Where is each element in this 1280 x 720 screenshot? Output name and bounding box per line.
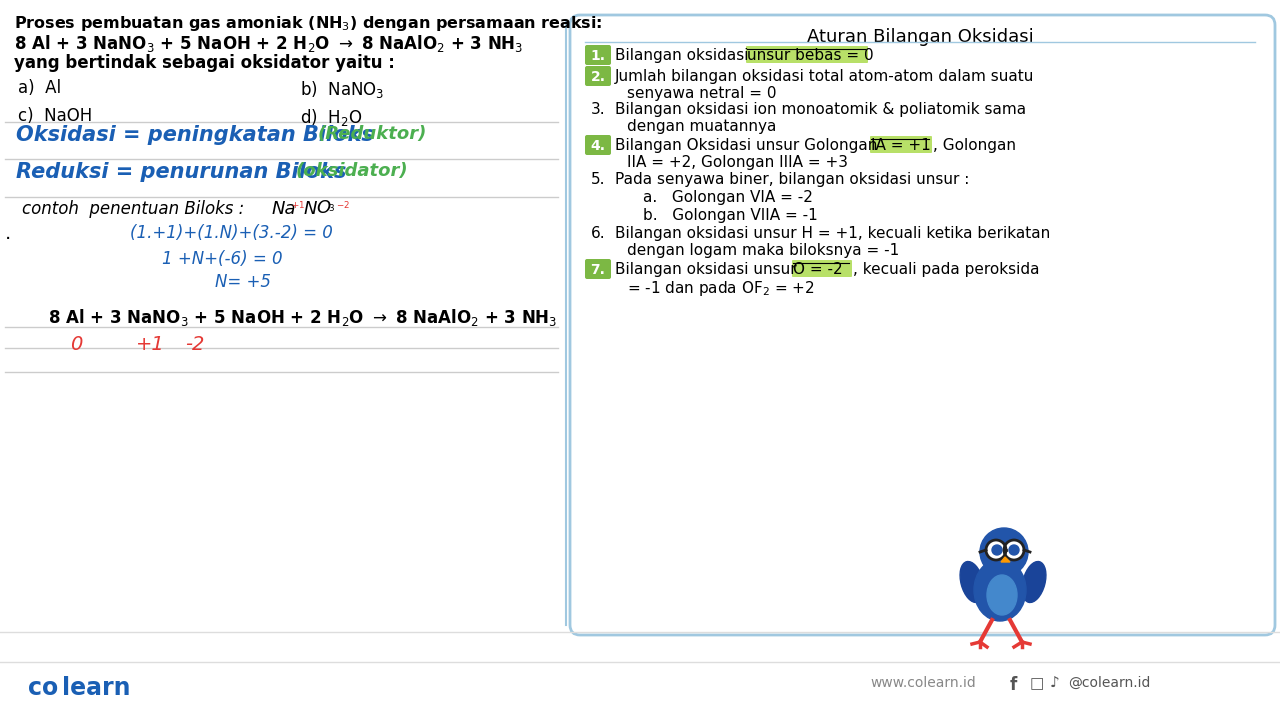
Text: N: N: [305, 200, 317, 218]
Text: learn: learn: [61, 676, 131, 700]
Circle shape: [1009, 545, 1019, 555]
Text: Bilangan oksidasi unsur H = +1, kecuali ketika berikatan: Bilangan oksidasi unsur H = +1, kecuali …: [614, 226, 1051, 241]
Text: b.   Golongan VIIA = -1: b. Golongan VIIA = -1: [643, 208, 818, 223]
Circle shape: [980, 528, 1028, 576]
Text: Aturan Bilangan Oksidasi: Aturan Bilangan Oksidasi: [806, 28, 1033, 46]
Circle shape: [992, 545, 1002, 555]
Text: c)  NaOH: c) NaOH: [18, 107, 92, 125]
Text: f: f: [1010, 676, 1018, 694]
Text: , kecuali pada peroksida: , kecuali pada peroksida: [852, 262, 1039, 277]
Text: 2.: 2.: [590, 70, 605, 84]
Ellipse shape: [987, 575, 1018, 615]
Text: +1: +1: [136, 335, 165, 354]
Text: Jumlah bilangan oksidasi total atom-atom dalam suatu: Jumlah bilangan oksidasi total atom-atom…: [614, 69, 1034, 84]
Text: a.   Golongan VIA = -2: a. Golongan VIA = -2: [643, 190, 813, 205]
Ellipse shape: [1021, 562, 1046, 603]
Text: @colearn.id: @colearn.id: [1068, 676, 1151, 690]
Text: b)  NaNO$_3$: b) NaNO$_3$: [300, 79, 384, 100]
Text: co: co: [28, 676, 59, 700]
Text: O = -2: O = -2: [794, 262, 842, 277]
Text: a)  Al: a) Al: [18, 79, 61, 97]
Text: (Reduktor): (Reduktor): [317, 125, 428, 143]
Text: $_3$: $_3$: [328, 201, 335, 214]
Ellipse shape: [974, 559, 1027, 621]
Text: dengan muatannya: dengan muatannya: [627, 119, 777, 134]
Text: senyawa netral = 0: senyawa netral = 0: [627, 86, 777, 101]
FancyBboxPatch shape: [792, 260, 852, 277]
Text: 0: 0: [70, 335, 82, 354]
Text: IA = +1: IA = +1: [870, 138, 931, 153]
FancyBboxPatch shape: [570, 15, 1275, 635]
Text: Reduksi = penurunan Biloks: Reduksi = penurunan Biloks: [15, 162, 347, 182]
Text: N= +5: N= +5: [215, 273, 271, 291]
Text: 7.: 7.: [590, 263, 605, 277]
Text: , Golongan: , Golongan: [933, 138, 1016, 153]
Text: 8 Al + 3 NaNO$_3$ + 5 NaOH + 2 H$_2$O $\rightarrow$ 8 NaAlO$_2$ + 3 NH$_3$: 8 Al + 3 NaNO$_3$ + 5 NaOH + 2 H$_2$O $\…: [49, 307, 557, 328]
Text: 3.: 3.: [590, 102, 605, 117]
Text: 1 +N+(-6) = 0: 1 +N+(-6) = 0: [163, 250, 283, 268]
FancyBboxPatch shape: [585, 259, 611, 279]
Text: (1.+1)+(1.N)+(3.-2) = 0: (1.+1)+(1.N)+(3.-2) = 0: [131, 224, 333, 242]
Text: IIA = +2, Golongan IIIA = +3: IIA = +2, Golongan IIIA = +3: [627, 155, 849, 170]
Text: 8 Al + 3 NaNO$_3$ + 5 NaOH + 2 H$_2$O $\rightarrow$ 8 NaAlO$_2$ + 3 NH$_3$: 8 Al + 3 NaNO$_3$ + 5 NaOH + 2 H$_2$O $\…: [14, 33, 524, 54]
Text: .: .: [5, 224, 12, 243]
Text: $^{-2}$: $^{-2}$: [335, 201, 349, 214]
Text: 1.: 1.: [590, 49, 605, 63]
Text: = -1 dan pada OF$_2$ = +2: = -1 dan pada OF$_2$ = +2: [627, 279, 814, 298]
Text: www.colearn.id: www.colearn.id: [870, 676, 975, 690]
Circle shape: [986, 540, 1006, 560]
Text: Oksidasi = peningkatan Biloks: Oksidasi = peningkatan Biloks: [15, 125, 374, 145]
Text: O: O: [316, 199, 330, 217]
FancyBboxPatch shape: [585, 45, 611, 65]
Text: (oksidator): (oksidator): [296, 162, 408, 180]
Text: 5.: 5.: [591, 172, 605, 187]
Text: Na: Na: [273, 200, 297, 218]
Text: □: □: [1030, 676, 1044, 691]
Text: unsur bebas = 0: unsur bebas = 0: [748, 48, 874, 63]
Text: Bilangan oksidasi unsur: Bilangan oksidasi unsur: [614, 262, 801, 277]
Circle shape: [1004, 540, 1024, 560]
Text: Pada senyawa biner, bilangan oksidasi unsur :: Pada senyawa biner, bilangan oksidasi un…: [614, 172, 969, 187]
Text: dengan logam maka biloksnya = -1: dengan logam maka biloksnya = -1: [627, 243, 900, 258]
Text: ♪: ♪: [1050, 676, 1060, 691]
Text: Proses pembuatan gas amoniak (NH$_3$) dengan persamaan reaksi:: Proses pembuatan gas amoniak (NH$_3$) de…: [14, 14, 603, 33]
Text: 6.: 6.: [590, 226, 605, 241]
Text: contoh  penentuan Biloks :: contoh penentuan Biloks :: [22, 200, 244, 218]
Ellipse shape: [960, 562, 984, 603]
FancyBboxPatch shape: [746, 46, 868, 63]
FancyBboxPatch shape: [870, 136, 932, 153]
Text: 4.: 4.: [590, 139, 605, 153]
Polygon shape: [1001, 557, 1010, 562]
Text: $^{+1}$: $^{+1}$: [291, 201, 305, 214]
Text: Bilangan Oksidasi unsur Golongan: Bilangan Oksidasi unsur Golongan: [614, 138, 882, 153]
Text: yang bertindak sebagai oksidator yaitu :: yang bertindak sebagai oksidator yaitu :: [14, 54, 394, 72]
Text: Bilangan oksidasi ion monoatomik & poliatomik sama: Bilangan oksidasi ion monoatomik & polia…: [614, 102, 1027, 117]
Text: Bilangan oksidasi: Bilangan oksidasi: [614, 48, 754, 63]
FancyBboxPatch shape: [585, 66, 611, 86]
Text: -2: -2: [186, 335, 205, 354]
FancyBboxPatch shape: [585, 135, 611, 155]
Text: d)  H$_2$O: d) H$_2$O: [300, 107, 362, 128]
